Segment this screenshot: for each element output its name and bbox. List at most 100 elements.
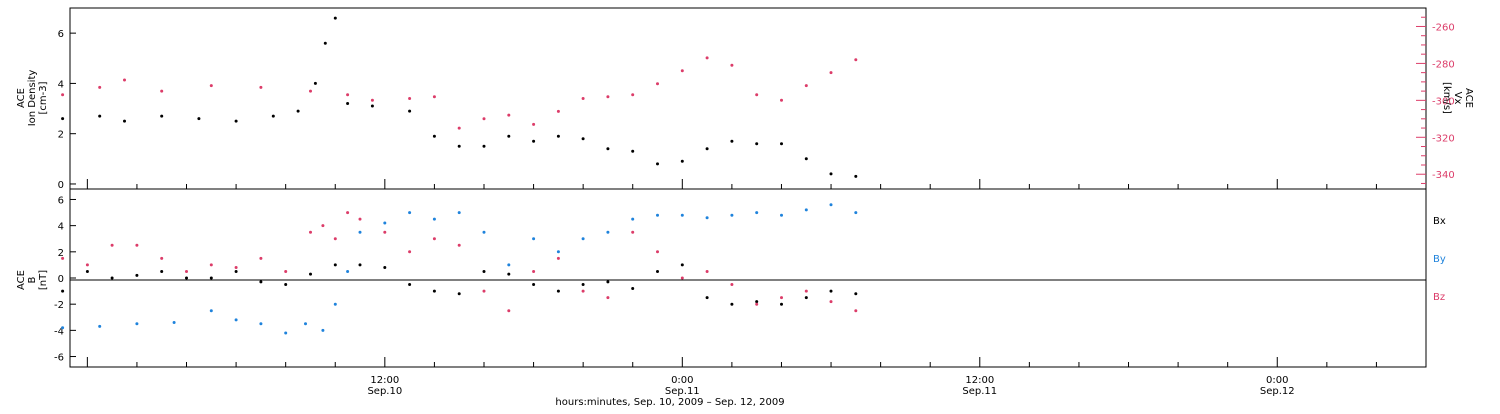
- bx-point-7: [234, 270, 238, 273]
- bz-point-18: [457, 243, 461, 247]
- bx-point-18: [507, 272, 511, 276]
- by-point-16: [457, 211, 461, 215]
- x-tick-time-0: 12:00: [370, 375, 399, 386]
- bottom-ylabel: ACE B [nT]: [16, 270, 49, 290]
- bz-point-23: [581, 289, 585, 293]
- by-point-18: [507, 263, 511, 267]
- by-point-24: [656, 213, 659, 217]
- x-tick-date-1: Sep.11: [665, 386, 700, 397]
- top-right-ylabel-line3: [km/s]: [1441, 82, 1452, 114]
- legend-bz: Bz: [1433, 292, 1445, 303]
- by-point-9: [321, 328, 325, 332]
- bx-point-23: [631, 287, 635, 290]
- density-point-22: [631, 149, 635, 153]
- bx-point-4: [160, 270, 164, 273]
- top-left-ylabel-line2: Ion Density: [27, 70, 38, 127]
- bz-point-20: [507, 309, 511, 313]
- bz-point-8: [259, 256, 263, 260]
- by-point-4: [209, 309, 213, 313]
- vx-point-18: [631, 93, 635, 97]
- by-point-13: [383, 221, 387, 225]
- density-point-18: [532, 139, 536, 143]
- density-point-29: [804, 157, 808, 161]
- bz-point-9: [284, 270, 288, 273]
- vx-point-13: [507, 113, 511, 117]
- bottom-tick-label-5: 4: [58, 222, 64, 233]
- top-left-ylabel-line3: [cm-3]: [38, 81, 49, 114]
- by-point-20: [556, 250, 560, 254]
- vx-point-1: [98, 85, 102, 89]
- by-point-28: [755, 211, 759, 215]
- top-left-axis: 0 2 4 6: [58, 29, 76, 191]
- top-left-tick-label-1: 2: [58, 130, 64, 141]
- bz-point-5: [185, 270, 188, 273]
- density-point-30: [829, 172, 833, 176]
- bx-point-26: [705, 296, 709, 300]
- bx-point-27: [730, 302, 734, 306]
- bz-point-22: [556, 256, 560, 260]
- bz-point-27: [680, 276, 684, 280]
- density-point-6: [271, 114, 275, 118]
- density-point-31: [854, 174, 858, 178]
- vx-point-20: [680, 69, 684, 73]
- bx-point-21: [581, 283, 585, 286]
- density-point-16: [482, 144, 486, 148]
- bx-point-13: [383, 266, 387, 269]
- bx-point-15: [432, 289, 436, 293]
- top-right-tick-label-0: -260: [1432, 22, 1455, 33]
- bz-point-7: [234, 266, 238, 269]
- density-point-13: [408, 109, 412, 113]
- legend-by: By: [1433, 254, 1446, 265]
- density-point-11: [346, 102, 350, 105]
- bottom-tick-label-0: -6: [54, 353, 64, 364]
- by-point-21: [581, 237, 585, 241]
- density-point-4: [197, 117, 201, 121]
- density-point-9: [323, 41, 327, 45]
- bx-point-3: [135, 273, 139, 277]
- top-left-tick-label-2: 4: [58, 79, 64, 90]
- x-tick-time-3: 0:00: [1266, 375, 1288, 386]
- by-point-23: [631, 217, 635, 221]
- bx-point-31: [829, 289, 833, 293]
- bz-point-12: [333, 237, 337, 241]
- vx-point-14: [532, 122, 536, 126]
- bx-point-2: [110, 276, 114, 280]
- vx-point-26: [829, 71, 833, 75]
- vx-point-4: [209, 84, 213, 88]
- by-point-31: [829, 203, 833, 207]
- top-right-ylabel-line2: Vx: [1452, 92, 1463, 105]
- density-point-10: [333, 16, 337, 20]
- bz-point-30: [755, 302, 759, 306]
- density-point-2: [123, 119, 126, 123]
- density-point-7: [296, 109, 300, 113]
- bottom-tick-label-6: 6: [58, 195, 64, 206]
- x-axis: 12:00Sep.100:00Sep.1112:00Sep.110:00Sep.…: [86, 179, 1427, 397]
- by-point-2: [135, 322, 139, 326]
- top-right-ylabel-line1: ACE: [1463, 88, 1474, 108]
- bz-point-34: [854, 309, 858, 313]
- density-point-0: [61, 117, 65, 121]
- top-right-axis: -260 -280 -300 -320 -340: [1416, 16, 1455, 184]
- vx-point-9: [408, 97, 412, 100]
- bx-point-9: [284, 283, 288, 286]
- by-point-27: [730, 213, 734, 217]
- bx-point-8: [259, 280, 263, 284]
- top-right-tick-label-2: -300: [1432, 96, 1455, 107]
- by-point-22: [606, 230, 610, 234]
- bx-point-28: [755, 300, 759, 304]
- density-point-3: [160, 114, 164, 118]
- bz-point-13: [346, 211, 350, 215]
- bx-point-25: [680, 263, 684, 267]
- bx-point-24: [656, 270, 659, 273]
- by-point-25: [680, 213, 684, 217]
- density-point-15: [457, 144, 461, 148]
- bx-point-32: [854, 292, 858, 296]
- bottom-tick-label-3: 0: [58, 274, 64, 285]
- vx-point-19: [656, 82, 659, 86]
- bottom-tick-label-4: 2: [58, 248, 64, 259]
- top-left-tick-label-0: 0: [58, 180, 64, 191]
- density-point-25: [705, 147, 709, 151]
- bx-point-29: [780, 302, 783, 306]
- bz-point-4: [160, 256, 164, 260]
- bz-point-14: [358, 217, 362, 221]
